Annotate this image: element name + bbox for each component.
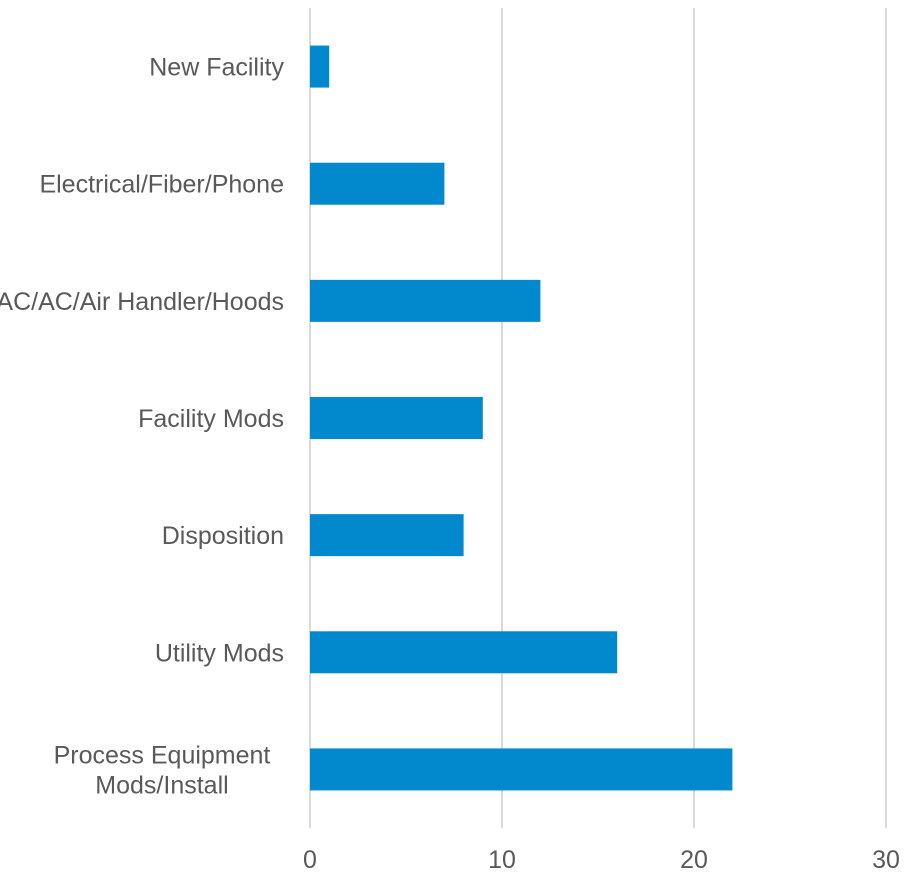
bar [310,397,483,439]
x-tick-labels: 0 10 20 30 [303,846,900,874]
category-label-line: Disposition [162,522,284,550]
category-labels: New Facility Electrical/Fiber/Phone HVAC/A… [0,54,284,800]
category-label: HVAC/AC/Air Handler/Hoods [0,288,284,316]
category-label: Facility Mods [138,405,284,433]
bar [310,631,618,674]
bar [310,748,733,791]
category-label: Electrical/Fiber/Phone [39,171,284,199]
category-label-line: Mods/Install [95,771,228,799]
x-tick-label: 0 [303,846,317,874]
bar [310,45,330,88]
category-label-line: New Facility [149,54,284,82]
bars [310,45,733,791]
category-label-line: Process Equipment [54,741,271,769]
category-label: Utility Mods [155,639,284,667]
x-tick-label: 10 [488,846,516,874]
category-label: New Facility [149,54,284,82]
category-label-line: Utility Mods [155,639,284,667]
bar [310,162,445,205]
bar [310,514,464,557]
category-label-line: Electrical/Fiber/Phone [39,171,284,199]
category-label: Process Equipment Mods/Install [54,741,271,799]
category-label-line: Facility Mods [138,405,284,433]
x-tick-label: 30 [872,846,900,874]
category-label-line: HVAC/AC/Air Handler/Hoods [0,288,284,316]
category-label: Disposition [162,522,284,550]
bar [310,279,541,322]
x-tick-label: 20 [680,846,708,874]
